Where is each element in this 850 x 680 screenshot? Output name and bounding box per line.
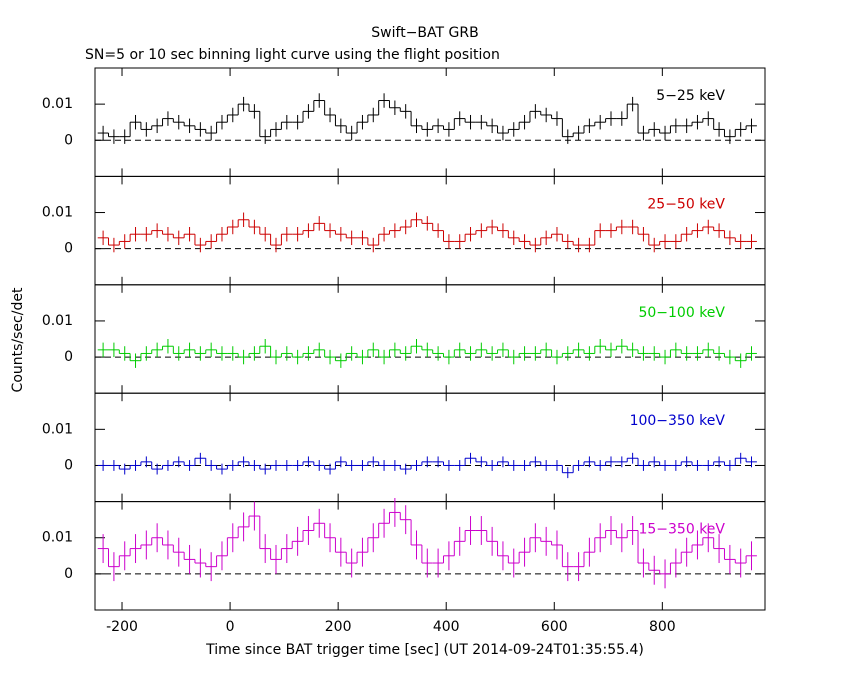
panel-label: 5−25 keV (656, 88, 725, 104)
x-tick-label: 400 (433, 619, 460, 635)
y-tick-label: 0 (64, 241, 73, 257)
y-tick-label: 0 (64, 132, 73, 148)
panel-frame (94, 284, 766, 394)
y-tick-label: 0.01 (42, 530, 73, 546)
panel-label: 100−350 keV (630, 413, 726, 429)
y-tick-label: 0 (64, 566, 73, 582)
panel-frame (94, 67, 766, 177)
x-tick-label: -200 (106, 619, 138, 635)
y-tick-label: 0.01 (42, 205, 73, 221)
panel-label: 25−50 keV (647, 196, 725, 212)
y-tick-label: 0.01 (42, 96, 73, 112)
x-tick-label: 0 (226, 619, 235, 635)
y-tick-label: 0.01 (42, 421, 73, 437)
x-tick-label: 600 (541, 619, 568, 635)
x-tick-label: 200 (325, 619, 352, 635)
x-tick-label: 800 (649, 619, 676, 635)
chart-title: Swift−BAT GRB (371, 25, 478, 41)
x-axis-label: Time since BAT trigger time [sec] (UT 20… (205, 642, 644, 658)
y-tick-label: 0 (64, 457, 73, 473)
chart-subtitle: SN=5 or 10 sec binning light curve using… (85, 47, 500, 63)
panel-label: 15−350 keV (638, 522, 725, 538)
panel-label: 50−100 keV (638, 305, 725, 321)
panel-frame (94, 501, 766, 611)
y-axis-label: Counts/sec/det (10, 287, 26, 392)
panel-frame (94, 175, 766, 286)
y-tick-label: 0 (64, 349, 73, 365)
panel-frame (94, 392, 766, 503)
y-tick-label: 0.01 (42, 313, 73, 329)
